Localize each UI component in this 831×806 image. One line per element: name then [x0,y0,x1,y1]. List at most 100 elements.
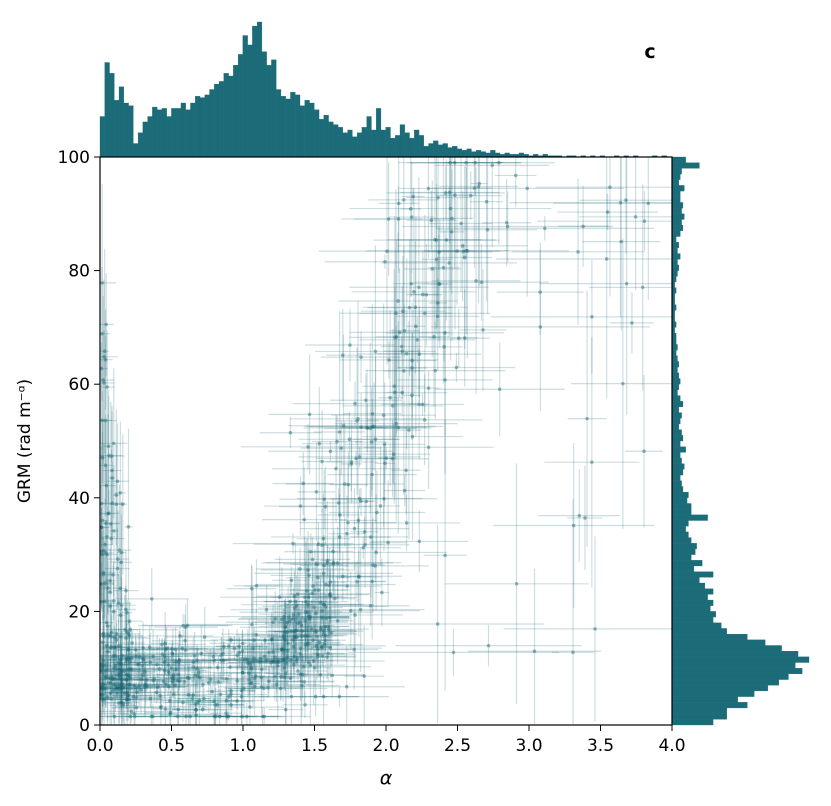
data-point [280,635,355,673]
data-point [286,587,301,643]
data-point [273,606,343,619]
data-point [253,522,383,567]
y-hist-bar [671,651,799,657]
data-point [239,665,299,697]
data-point [258,635,289,688]
data-point [179,642,269,652]
data-point [99,507,106,596]
data-point [185,679,208,725]
data-point [280,655,308,675]
x-hist-bar [452,146,458,158]
data-point [263,542,349,662]
x-hist-bar [309,102,315,158]
data-point [174,671,254,725]
data-point [471,157,488,287]
data-point [172,706,233,713]
x-tick-label: 1.5 [301,736,328,756]
y-tick-label: 0 [79,716,90,736]
data-point [99,681,109,694]
x-hist-bar [99,116,105,158]
data-point [238,646,269,670]
data-point [282,691,328,719]
data-point [100,672,111,725]
data-point [290,589,371,599]
data-point [214,668,283,678]
data-point [125,684,215,717]
x-hist-bar [428,143,434,158]
data-point [109,465,119,597]
data-point [109,655,148,697]
x-hist-bar [376,108,382,158]
x-hist-bar [133,143,139,158]
data-point [100,631,177,687]
data-point [174,637,212,697]
y-hist-bar [671,526,686,533]
data-point [288,646,357,666]
data-point [100,659,122,725]
data-point [143,640,201,658]
data-point [228,658,260,719]
data-point [294,596,350,638]
y-hist-bar [671,537,692,544]
data-point [266,622,344,649]
data-point [369,480,408,605]
data-point [105,622,128,646]
data-point [238,631,268,693]
data-point [113,688,209,725]
data-point [100,330,115,444]
data-point [100,658,147,719]
data-point [110,514,132,611]
data-point [153,603,218,651]
data-point [100,679,158,698]
x-hist-bar [166,116,172,158]
data-point [250,677,286,699]
data-point [100,248,109,454]
data-point [100,413,116,614]
data-point [100,674,156,681]
data-point [427,308,490,368]
data-point [134,646,209,708]
data-point [163,660,183,697]
data-point [104,627,112,677]
data-point [268,689,304,725]
data-point [127,646,209,697]
data-point [100,629,160,669]
data-point [215,635,263,658]
data-point [201,640,288,678]
y-hist-bar [671,452,681,459]
data-point [170,647,224,690]
data-point [113,660,156,711]
data-point [280,612,306,626]
data-point [314,245,436,458]
data-point [100,465,117,506]
data-point [235,661,267,677]
x-hist-bar [147,116,153,158]
data-point [439,169,464,295]
data-point [235,609,277,661]
data-point [100,636,140,658]
y-hist-bar [671,440,681,447]
data-point [100,670,130,689]
data-point [206,647,221,666]
data-point [113,675,121,699]
data-point [105,625,194,669]
data-point [331,585,410,626]
data-point [359,316,476,363]
data-point [100,266,111,401]
data-point [233,676,328,701]
x-hist-bar [437,144,444,158]
x-hist-bar [395,135,401,158]
data-point [241,600,337,635]
x-hist-bar [114,100,120,158]
data-point [237,642,263,687]
data-point [100,335,117,506]
data-point [182,637,261,683]
x-hist-bar [409,137,415,158]
data-point [268,610,335,641]
data-point [151,614,219,667]
data-point [116,642,140,657]
x-hist-bar [314,109,320,158]
data-point [183,632,206,680]
data-point [139,689,162,708]
